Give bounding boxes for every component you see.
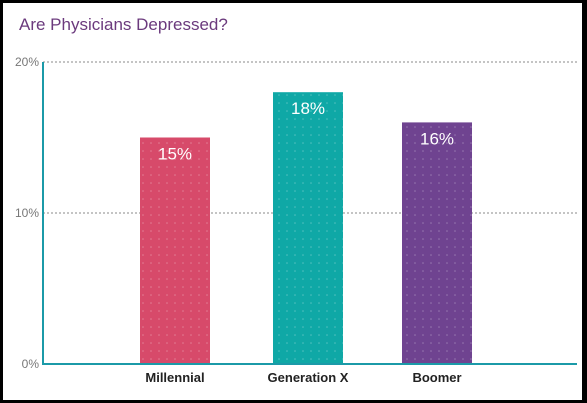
data-label: 16% xyxy=(420,129,454,148)
y-tick-label: 10% xyxy=(15,206,39,220)
bar-texture xyxy=(273,92,343,364)
data-label: 18% xyxy=(291,99,325,118)
chart-title: Are Physicians Depressed? xyxy=(19,15,228,34)
data-label: 15% xyxy=(158,145,192,164)
bar-chart: 0% 10% 20% 15% Millennial 18% Generation X 16% B… xyxy=(15,55,577,385)
y-tick-label: 20% xyxy=(15,55,39,69)
bar-texture xyxy=(402,122,472,365)
x-tick-label: Millennial xyxy=(145,370,204,385)
x-tick-label: Generation X xyxy=(268,370,349,385)
chart-frame: Are Physicians Depressed? 0% 10% 20% 15% Mil… xyxy=(3,3,582,400)
x-tick-label: Boomer xyxy=(412,370,461,385)
bar-texture xyxy=(140,137,210,364)
y-tick-label: 0% xyxy=(22,357,40,371)
